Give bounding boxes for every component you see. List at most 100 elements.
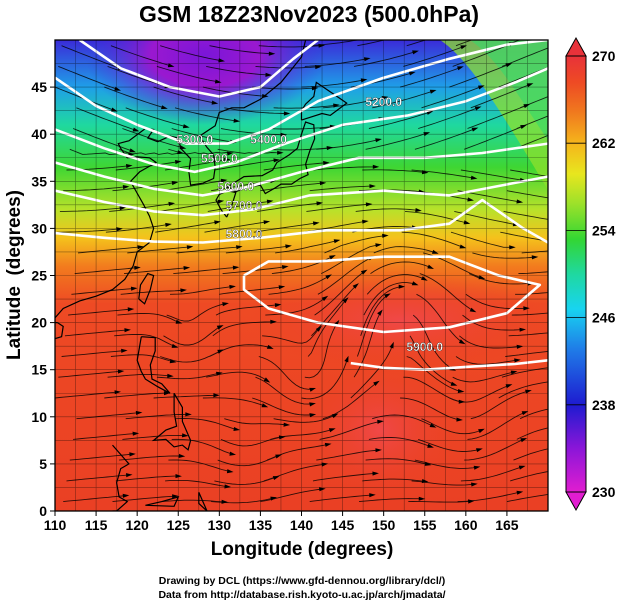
streamline-arrow xyxy=(226,151,234,156)
streamline-arrow xyxy=(175,160,182,165)
streamline xyxy=(365,132,428,150)
streamline xyxy=(68,308,132,316)
streamline xyxy=(506,494,548,503)
height-contour xyxy=(242,255,542,334)
y-axis: 0 5 10 15 20 25 30 35 40 45 xyxy=(31,79,55,519)
streamline-arrow xyxy=(427,443,434,448)
streamline xyxy=(357,40,387,47)
streamline xyxy=(119,455,183,461)
y-tick-label: 40 xyxy=(31,126,47,142)
streamline-arrow xyxy=(324,442,332,447)
cold-core xyxy=(85,40,325,125)
streamline-arrow xyxy=(218,58,225,63)
y-tick-label: 15 xyxy=(31,362,47,378)
streamline xyxy=(301,358,348,400)
streamline xyxy=(207,200,271,212)
streamline-arrow xyxy=(163,391,171,396)
streamline xyxy=(412,314,454,370)
streamline-arrow xyxy=(129,452,136,457)
streamline-arrow xyxy=(168,201,176,206)
streamline-arrow xyxy=(183,266,191,271)
streamline xyxy=(464,125,525,150)
streamline xyxy=(125,413,189,420)
streamline xyxy=(362,169,426,173)
streamline xyxy=(215,304,279,316)
streamline xyxy=(225,245,289,254)
streamline xyxy=(312,472,376,482)
streamline xyxy=(373,246,436,254)
streamline xyxy=(72,128,134,152)
streamline-arrow xyxy=(129,148,136,153)
streamline-arrow xyxy=(222,302,229,307)
y-tick-label: 10 xyxy=(31,409,47,425)
streamline-arrow xyxy=(114,86,121,91)
streamline-arrow xyxy=(312,221,320,226)
streamline xyxy=(63,495,127,503)
streamline-arrow xyxy=(333,103,340,108)
contour-label: 5800.0 xyxy=(226,227,263,241)
streamline xyxy=(304,322,338,379)
streamline xyxy=(219,286,283,295)
x-tick-label: 160 xyxy=(454,517,478,533)
streamline-arrow xyxy=(217,349,224,354)
streamline-arrow xyxy=(518,465,526,470)
streamline xyxy=(275,240,338,254)
streamline-arrow xyxy=(309,413,317,418)
streamline xyxy=(59,207,124,212)
streamline-arrow xyxy=(126,473,133,478)
streamline-arrow xyxy=(423,132,431,137)
streamline-arrow xyxy=(412,50,419,55)
streamline xyxy=(418,438,481,452)
streamline xyxy=(356,294,389,357)
streamline-arrow xyxy=(372,471,379,476)
streamline xyxy=(270,125,334,130)
streamline xyxy=(61,45,122,70)
streamline-arrow xyxy=(161,105,168,110)
streamline-arrow xyxy=(478,428,485,434)
streamline xyxy=(163,325,222,346)
streamline-arrow xyxy=(377,309,383,316)
streamline-arrow xyxy=(167,63,175,68)
streamline-arrow xyxy=(389,341,394,349)
streamline xyxy=(69,453,133,461)
streamline xyxy=(421,418,483,435)
streamline-arrow xyxy=(265,72,272,77)
streamline xyxy=(262,327,321,344)
streamline xyxy=(122,434,186,440)
streamline xyxy=(414,128,476,150)
streamline-arrow xyxy=(272,476,280,480)
streamline-arrow xyxy=(328,428,336,433)
streamline xyxy=(314,270,366,316)
streamline-arrow xyxy=(281,265,289,270)
streamline xyxy=(421,85,483,109)
streamline-arrow xyxy=(309,387,316,392)
streamline-arrow xyxy=(375,448,382,453)
streamline-arrow xyxy=(382,233,389,238)
streamline xyxy=(255,376,314,405)
streamline-arrow xyxy=(233,118,241,123)
y-tick-label: 45 xyxy=(31,79,47,95)
streamline xyxy=(363,282,416,316)
streamline-arrow xyxy=(116,227,123,232)
x-tick-label: 155 xyxy=(413,517,437,533)
streamline-arrow xyxy=(369,493,376,498)
streamline xyxy=(74,267,138,275)
streamline-arrow xyxy=(373,380,380,386)
coastlines xyxy=(55,40,348,511)
streamline xyxy=(372,90,434,109)
coastline xyxy=(198,491,208,511)
streamline-arrow xyxy=(130,286,138,291)
streamline xyxy=(110,45,172,67)
streamline xyxy=(511,312,548,316)
streamline-arrow xyxy=(458,399,466,404)
streamline xyxy=(515,292,548,295)
streamline xyxy=(316,449,379,461)
streamline xyxy=(174,107,238,122)
streamline-arrow xyxy=(135,410,143,415)
y-tick-label: 30 xyxy=(31,220,47,236)
streamline-arrow xyxy=(213,393,220,398)
streamline-arrow xyxy=(352,283,359,289)
streamline xyxy=(472,252,536,259)
streamline xyxy=(107,65,169,88)
